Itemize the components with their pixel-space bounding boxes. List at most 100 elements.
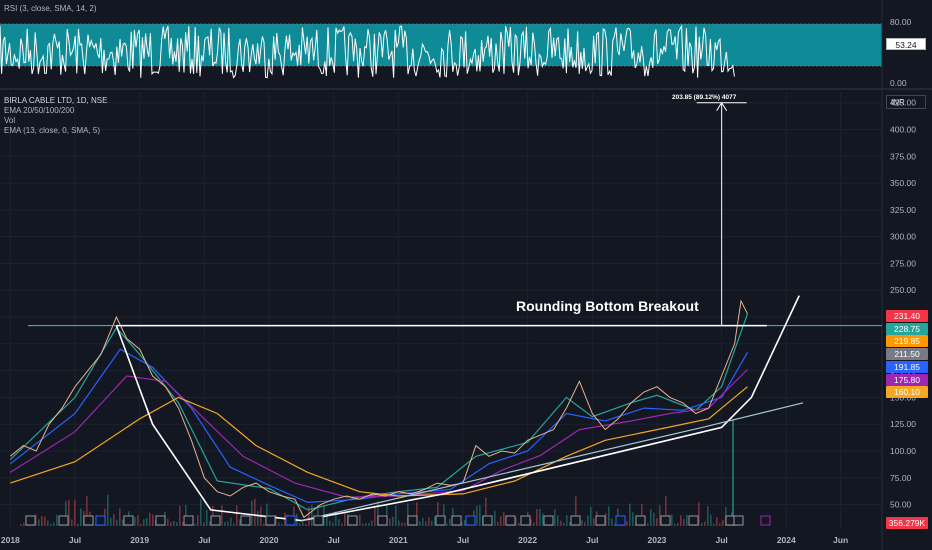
volume-bar — [416, 502, 418, 526]
volume-bar — [362, 523, 364, 526]
volume-bar — [329, 520, 331, 526]
volume-bar — [449, 518, 451, 526]
volume-bar — [206, 509, 208, 526]
price-pill: 160.10 — [886, 386, 928, 399]
volume-bar — [401, 522, 403, 526]
volume-bar — [434, 516, 436, 526]
volume-bar — [332, 522, 334, 526]
y-tick-label: 375.00 — [890, 151, 916, 161]
volume-bar — [530, 519, 532, 526]
volume-bar — [308, 506, 310, 526]
event-marker — [183, 515, 194, 526]
ema-line — [10, 386, 748, 497]
volume-bar — [395, 505, 397, 526]
volume-bar — [677, 522, 679, 526]
y-tick-label: 100.00 — [890, 446, 916, 456]
volume-bar — [536, 509, 538, 526]
event-marker — [83, 515, 94, 526]
volume-bar — [23, 522, 25, 526]
volume-bar — [311, 504, 313, 526]
volume-bar — [665, 496, 667, 526]
volume-bar — [230, 517, 232, 526]
volume-bar — [713, 523, 715, 526]
volume-bar — [200, 499, 202, 526]
x-tick-label: Jul — [715, 535, 727, 545]
rsi-current-value: 53.24 — [886, 38, 926, 50]
x-tick-label: Jul — [586, 535, 598, 545]
volume-bar — [185, 504, 187, 526]
currency-label[interactable]: INR — [886, 95, 926, 109]
price-legend: BIRLA CABLE LTD, 1D, NSE EMA 20/50/100/2… — [4, 96, 107, 136]
volume-bar — [47, 520, 49, 526]
event-markers — [25, 515, 771, 526]
volume-bar — [464, 519, 466, 526]
volume-bar — [722, 520, 724, 526]
volume-bar — [302, 521, 304, 526]
volume-bar — [365, 523, 367, 526]
volume-bar — [698, 502, 700, 526]
volume-bar — [605, 513, 607, 526]
event-marker — [265, 515, 276, 526]
volume-bar — [173, 520, 175, 526]
x-tick-label: Jun — [833, 535, 848, 545]
volume-bar — [251, 500, 253, 526]
event-marker — [465, 515, 476, 526]
volume-bar — [338, 519, 340, 526]
volume-bar — [719, 523, 721, 526]
volume-bar — [77, 523, 79, 526]
volume-legend[interactable]: Vol — [4, 116, 16, 125]
volume-bar — [680, 515, 682, 526]
volume-bar — [419, 521, 421, 526]
event-marker — [95, 515, 106, 526]
price-pill: 219.85 — [886, 335, 928, 348]
volume-bar — [134, 517, 136, 526]
volume-bar — [257, 511, 259, 526]
volume-bar — [335, 511, 337, 526]
rsi-legend-label: RSI (3, close, SMA, 14, 2) — [4, 4, 97, 13]
x-tick-label: 2023 — [648, 535, 667, 545]
volume-bar — [398, 520, 400, 526]
volume-bar — [20, 523, 22, 526]
ema-legend[interactable]: EMA 20/50/100/200 — [4, 106, 75, 115]
ema2-legend[interactable]: EMA (13, close, 0, SMA, 5) — [4, 126, 101, 135]
volume-bar — [632, 512, 634, 526]
volume-bar — [641, 503, 643, 526]
symbol-title[interactable]: BIRLA CABLE LTD, 1D, NSE — [4, 96, 108, 105]
y-tick-label: 325.00 — [890, 205, 916, 215]
y-tick-label: 50.00 — [890, 500, 912, 510]
volume-bar — [461, 522, 463, 526]
volume-bar — [563, 522, 565, 526]
volume-bar — [53, 522, 55, 526]
event-marker — [155, 515, 166, 526]
ema-line — [9, 348, 749, 504]
volume-bar — [479, 505, 481, 526]
x-tick-label: 2018 — [1, 535, 20, 545]
trendline — [301, 402, 804, 522]
volume-bar — [614, 523, 616, 526]
price-pill: 211.50 — [886, 348, 928, 361]
event-marker — [733, 515, 744, 526]
volume-bar — [278, 522, 280, 526]
volume-bar — [569, 521, 571, 526]
volume-bar — [326, 516, 328, 526]
volume-bar — [344, 512, 346, 526]
event-marker — [435, 515, 446, 526]
volume-bar — [392, 516, 394, 526]
volume-bar — [233, 523, 235, 526]
volume-bar — [446, 523, 448, 526]
volume-bar — [122, 519, 124, 526]
volume-bar — [56, 514, 58, 526]
volume-bar — [194, 523, 196, 526]
volume-bar — [71, 519, 73, 526]
volume-bar — [608, 506, 610, 526]
volume-bar — [557, 515, 559, 526]
volume-bar — [581, 520, 583, 526]
grid — [0, 92, 882, 530]
event-marker — [760, 515, 771, 526]
volume-bar — [359, 514, 361, 526]
volume-bar — [305, 523, 307, 526]
volume-bar — [542, 513, 544, 526]
rsi-tick-80: 80.00 — [890, 17, 912, 27]
y-tick-label: 250.00 — [890, 285, 916, 295]
